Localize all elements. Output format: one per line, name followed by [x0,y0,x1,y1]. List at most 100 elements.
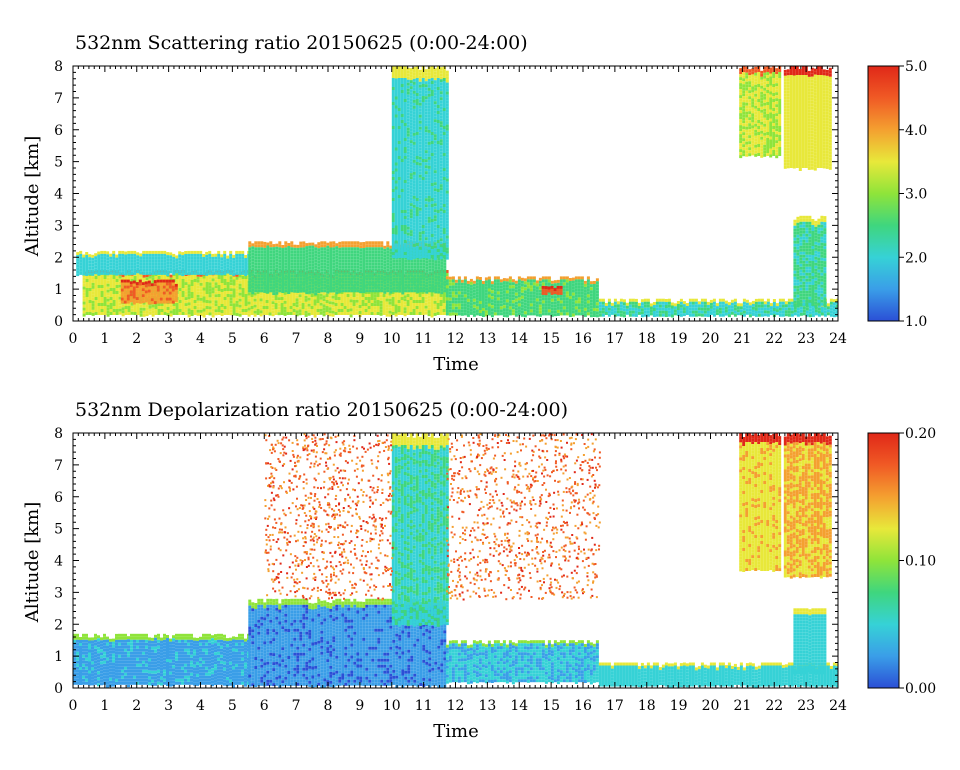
heat-cell [433,245,437,249]
heat-cell [169,313,173,317]
heat-cell [94,271,98,275]
heat-cell [97,297,101,300]
heat-cell [502,290,506,294]
heat-cell [296,247,300,251]
heat-cell [241,300,245,303]
heat-cell [406,100,410,104]
heat-cell [349,311,353,315]
heat-cell [311,278,315,282]
heat-cell [311,260,315,264]
heat-cell [193,276,197,279]
heat-cell [196,297,200,301]
heat-cell [100,291,104,294]
heat-cell [377,250,381,254]
heat-cell [397,150,401,153]
heat-cell [284,268,288,272]
heat-cell [223,309,227,312]
heat-cell [220,272,224,276]
heat-cell [442,78,446,81]
heat-cell [193,303,197,306]
heat-cell [418,135,422,139]
heat-cell [412,159,416,163]
heat-cell [410,262,414,266]
heat-cell [370,300,374,303]
heat-cell [484,292,488,296]
heat-cell [211,311,215,315]
heat-cell [418,183,422,187]
heat-cell [217,271,221,275]
heat-cell [130,275,134,279]
heat-cell [445,190,449,194]
heat-cell [205,282,209,285]
heat-cell [151,274,155,278]
heat-cell [178,297,182,300]
heat-cell [406,175,410,179]
heat-cell [424,81,428,85]
heat-cell [190,304,194,307]
heat-cell [397,165,401,168]
heat-cell [406,303,410,306]
heat-cell [214,300,218,304]
heat-cell [280,309,284,312]
heat-cell [409,74,413,78]
heat-cell [190,313,194,316]
heat-cell [278,247,282,251]
heat-cell [422,268,426,272]
heat-cell [469,290,473,294]
heat-cell [448,282,452,286]
heat-cell [487,303,491,307]
heat-cell [338,274,342,278]
heat-cell [199,300,203,304]
heat-cell [403,117,407,120]
heat-cell [274,297,278,300]
heat-cell [109,253,113,257]
heat-cell [502,287,506,291]
heat-cell [541,306,545,310]
heat-cell [268,312,272,316]
heat-cell [404,277,408,281]
heat-cell [106,280,110,284]
heat-cell [439,88,443,92]
heat-cell [82,266,86,270]
heat-cell [439,202,443,206]
heat-cell [310,294,314,297]
heat-cell [160,256,164,260]
heat-cell [335,270,339,274]
heat-cell [424,132,428,136]
heat-cell [412,96,416,100]
heat-cell [190,298,194,301]
heat-cell [427,162,431,166]
heat-cell [403,231,407,234]
heat-cell [418,96,422,100]
heat-cell [235,300,239,304]
heat-cell [229,288,233,292]
heat-cell [431,271,435,275]
heat-cell [430,66,434,69]
heat-cell [178,303,182,306]
heat-cell [344,268,348,272]
heat-cell [412,234,416,238]
heat-cell [394,168,398,172]
heat-cell [383,257,387,261]
heat-cell [166,313,170,316]
heat-cell [208,276,212,280]
heat-cell [338,247,342,251]
heat-cell [415,294,419,297]
heat-cell [163,303,167,306]
heat-cell [181,261,185,265]
heat-cell [145,310,149,314]
heat-cell [424,177,428,181]
heat-cell [275,276,279,280]
heat-cell [178,254,182,258]
heat-cell [100,259,104,263]
heat-cell [232,303,236,307]
heat-cell [439,91,443,95]
heat-cell [88,272,92,276]
heat-cell [431,289,435,293]
heat-cell [332,283,336,287]
heat-cell [248,289,252,293]
heat-cell [433,104,437,108]
heat-cell [299,289,303,293]
heat-cell [424,225,428,229]
heat-cell [391,174,395,177]
